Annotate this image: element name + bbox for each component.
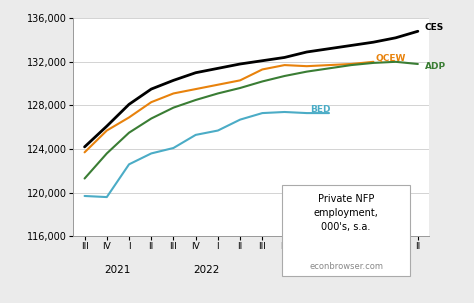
Text: Private NFP
employment,
000's, s.a.: Private NFP employment, 000's, s.a. bbox=[314, 194, 378, 232]
Text: 2023: 2023 bbox=[283, 265, 309, 275]
Text: QCEW: QCEW bbox=[375, 54, 406, 63]
Text: 2022: 2022 bbox=[193, 265, 220, 275]
Text: ADP: ADP bbox=[425, 62, 446, 71]
Text: 2024: 2024 bbox=[383, 265, 409, 275]
Text: 2021: 2021 bbox=[105, 265, 131, 275]
Text: econbrowser.com: econbrowser.com bbox=[309, 262, 383, 271]
Text: CES: CES bbox=[425, 24, 444, 32]
Text: BED: BED bbox=[310, 105, 330, 114]
